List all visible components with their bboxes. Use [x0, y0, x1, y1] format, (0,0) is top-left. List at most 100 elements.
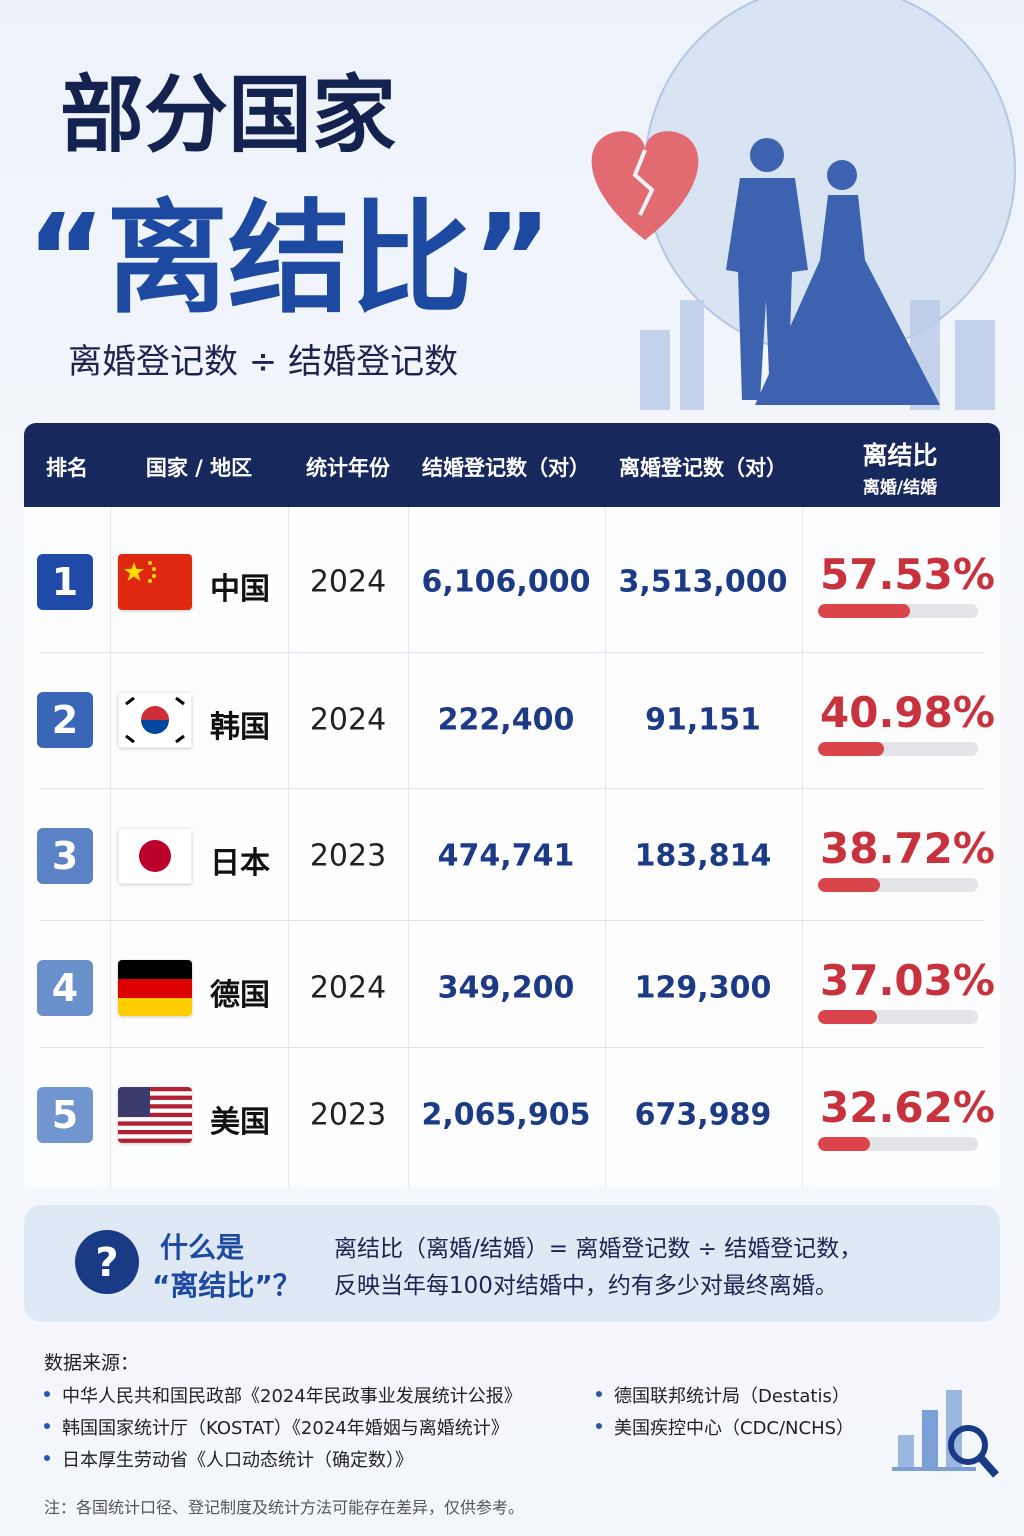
ratio-bar [818, 878, 880, 892]
source-item: 美国疾控中心（CDC/NCHS） [614, 1418, 855, 1439]
source-item: 韩国国家统计厅（KOSTAT）《2024年婚姻与离婚统计》 [62, 1418, 509, 1439]
ratio-bar-track [818, 1137, 978, 1151]
marriages: 6,106,000 [421, 564, 591, 600]
divorces: 3,513,000 [618, 564, 788, 600]
ratio-bar [818, 1137, 871, 1151]
column-header: 国家 / 地区 [145, 456, 253, 480]
flag-shape [892, 1467, 976, 1471]
flag-shape [125, 734, 135, 744]
flag-shape [755, 195, 940, 405]
flag-shape [898, 1435, 914, 1467]
ratio-bar-track [818, 742, 978, 756]
explainer-text: 反映当年每100对结婚中，约有多少对最终离婚。 [334, 1273, 838, 1299]
flag-shape [141, 706, 169, 720]
flag-shape: ? [95, 1240, 118, 1286]
explainer-question: 什么是 [160, 1231, 245, 1264]
flag-shape [118, 1087, 192, 1092]
flag-shape [125, 696, 185, 744]
chart-icon [892, 1390, 999, 1478]
title: 部分国家 [60, 66, 397, 164]
year: 2023 [309, 1097, 387, 1133]
column-subheader: 离婚/结婚 [862, 478, 938, 498]
ratio-bar [818, 742, 884, 756]
bullet [44, 1455, 50, 1461]
year: 2023 [309, 838, 387, 874]
explainer-box [24, 1205, 1000, 1322]
heart-crack [632, 149, 655, 216]
question-icon: ? [75, 1230, 139, 1294]
ratio-bar-track [818, 604, 978, 618]
flag-shape [75, 1230, 139, 1294]
divorces: 91,151 [645, 702, 761, 738]
flag-shape [148, 579, 152, 583]
explainer-question: “离结比”？ [152, 1269, 301, 1302]
footnote: 注：各国统计口径、登记制度及统计方法可能存在差异，仅供参考。 [44, 1498, 525, 1517]
year: 2024 [309, 564, 387, 600]
explainer-text: 离结比（离婚/结婚）= 离婚登记数 ÷ 结婚登记数， [334, 1236, 863, 1262]
flag-shape [118, 1130, 192, 1135]
ratio-label: 32.62% [820, 1083, 995, 1132]
couple-silhouette [726, 138, 940, 405]
bullet [596, 1391, 602, 1397]
source-item: 中华人民共和国民政部《2024年民政事业发展统计公报》 [62, 1386, 522, 1407]
flag-shape [118, 1095, 192, 1100]
country: 美国 [210, 1105, 270, 1140]
column-divider [288, 507, 289, 1187]
flag-shape [640, 330, 670, 410]
country: 中国 [210, 572, 270, 607]
column-divider [605, 507, 606, 1187]
flag-shape [175, 696, 185, 706]
column-divider [802, 507, 803, 1187]
flag [118, 828, 192, 884]
flag-shape [125, 696, 135, 706]
source-item: 日本厚生劳动省《人口动态统计（确定数）》 [62, 1450, 413, 1471]
flag-shape [955, 320, 995, 410]
flag-shape [948, 1425, 988, 1465]
rank: 3 [37, 828, 93, 884]
column-header: 离结比 [862, 441, 938, 470]
country: 德国 [210, 978, 270, 1013]
column-header: 统计年份 [306, 456, 390, 480]
flag-shape [152, 574, 156, 578]
marriages: 474,741 [437, 838, 575, 874]
flag-shape [118, 1112, 192, 1118]
table-header [24, 423, 1000, 507]
subtitle: 离婚登记数 ÷ 结婚登记数 [68, 342, 459, 382]
rank: 4 [37, 960, 93, 1016]
flag-shape [118, 554, 192, 610]
flag-shape [680, 300, 704, 410]
marriages: 222,400 [437, 702, 575, 738]
column-divider [110, 507, 111, 1187]
ratio-label: 38.72% [820, 824, 995, 873]
bullet [44, 1391, 50, 1397]
flag-shape [827, 160, 857, 190]
flag-shape [922, 1410, 938, 1467]
year: 2024 [309, 702, 387, 738]
flag-shape [977, 1454, 999, 1478]
source-item: 德国联邦统计局（Destatis） [614, 1386, 850, 1407]
row-divider [40, 652, 984, 653]
flag-shape [139, 840, 171, 872]
flag [118, 960, 192, 1016]
column-header: 排名 [46, 456, 88, 480]
marriages: 349,200 [437, 970, 575, 1006]
ratio-label: 40.98% [820, 688, 995, 737]
year: 2024 [309, 970, 387, 1006]
marriages: 2,065,905 [421, 1097, 591, 1133]
flag-shape [118, 1087, 150, 1117]
flag-shape [118, 979, 192, 998]
flag-shape [118, 1104, 192, 1109]
flag [118, 1087, 192, 1143]
ratio-bar [818, 1010, 878, 1024]
flag-shape [141, 720, 169, 734]
flag-shape [750, 138, 784, 172]
bullet [44, 1423, 50, 1429]
flag-shape [175, 734, 185, 744]
flag-shape [118, 960, 192, 979]
flag [118, 692, 192, 748]
row-divider [40, 788, 984, 789]
rank: 5 [37, 1087, 93, 1143]
